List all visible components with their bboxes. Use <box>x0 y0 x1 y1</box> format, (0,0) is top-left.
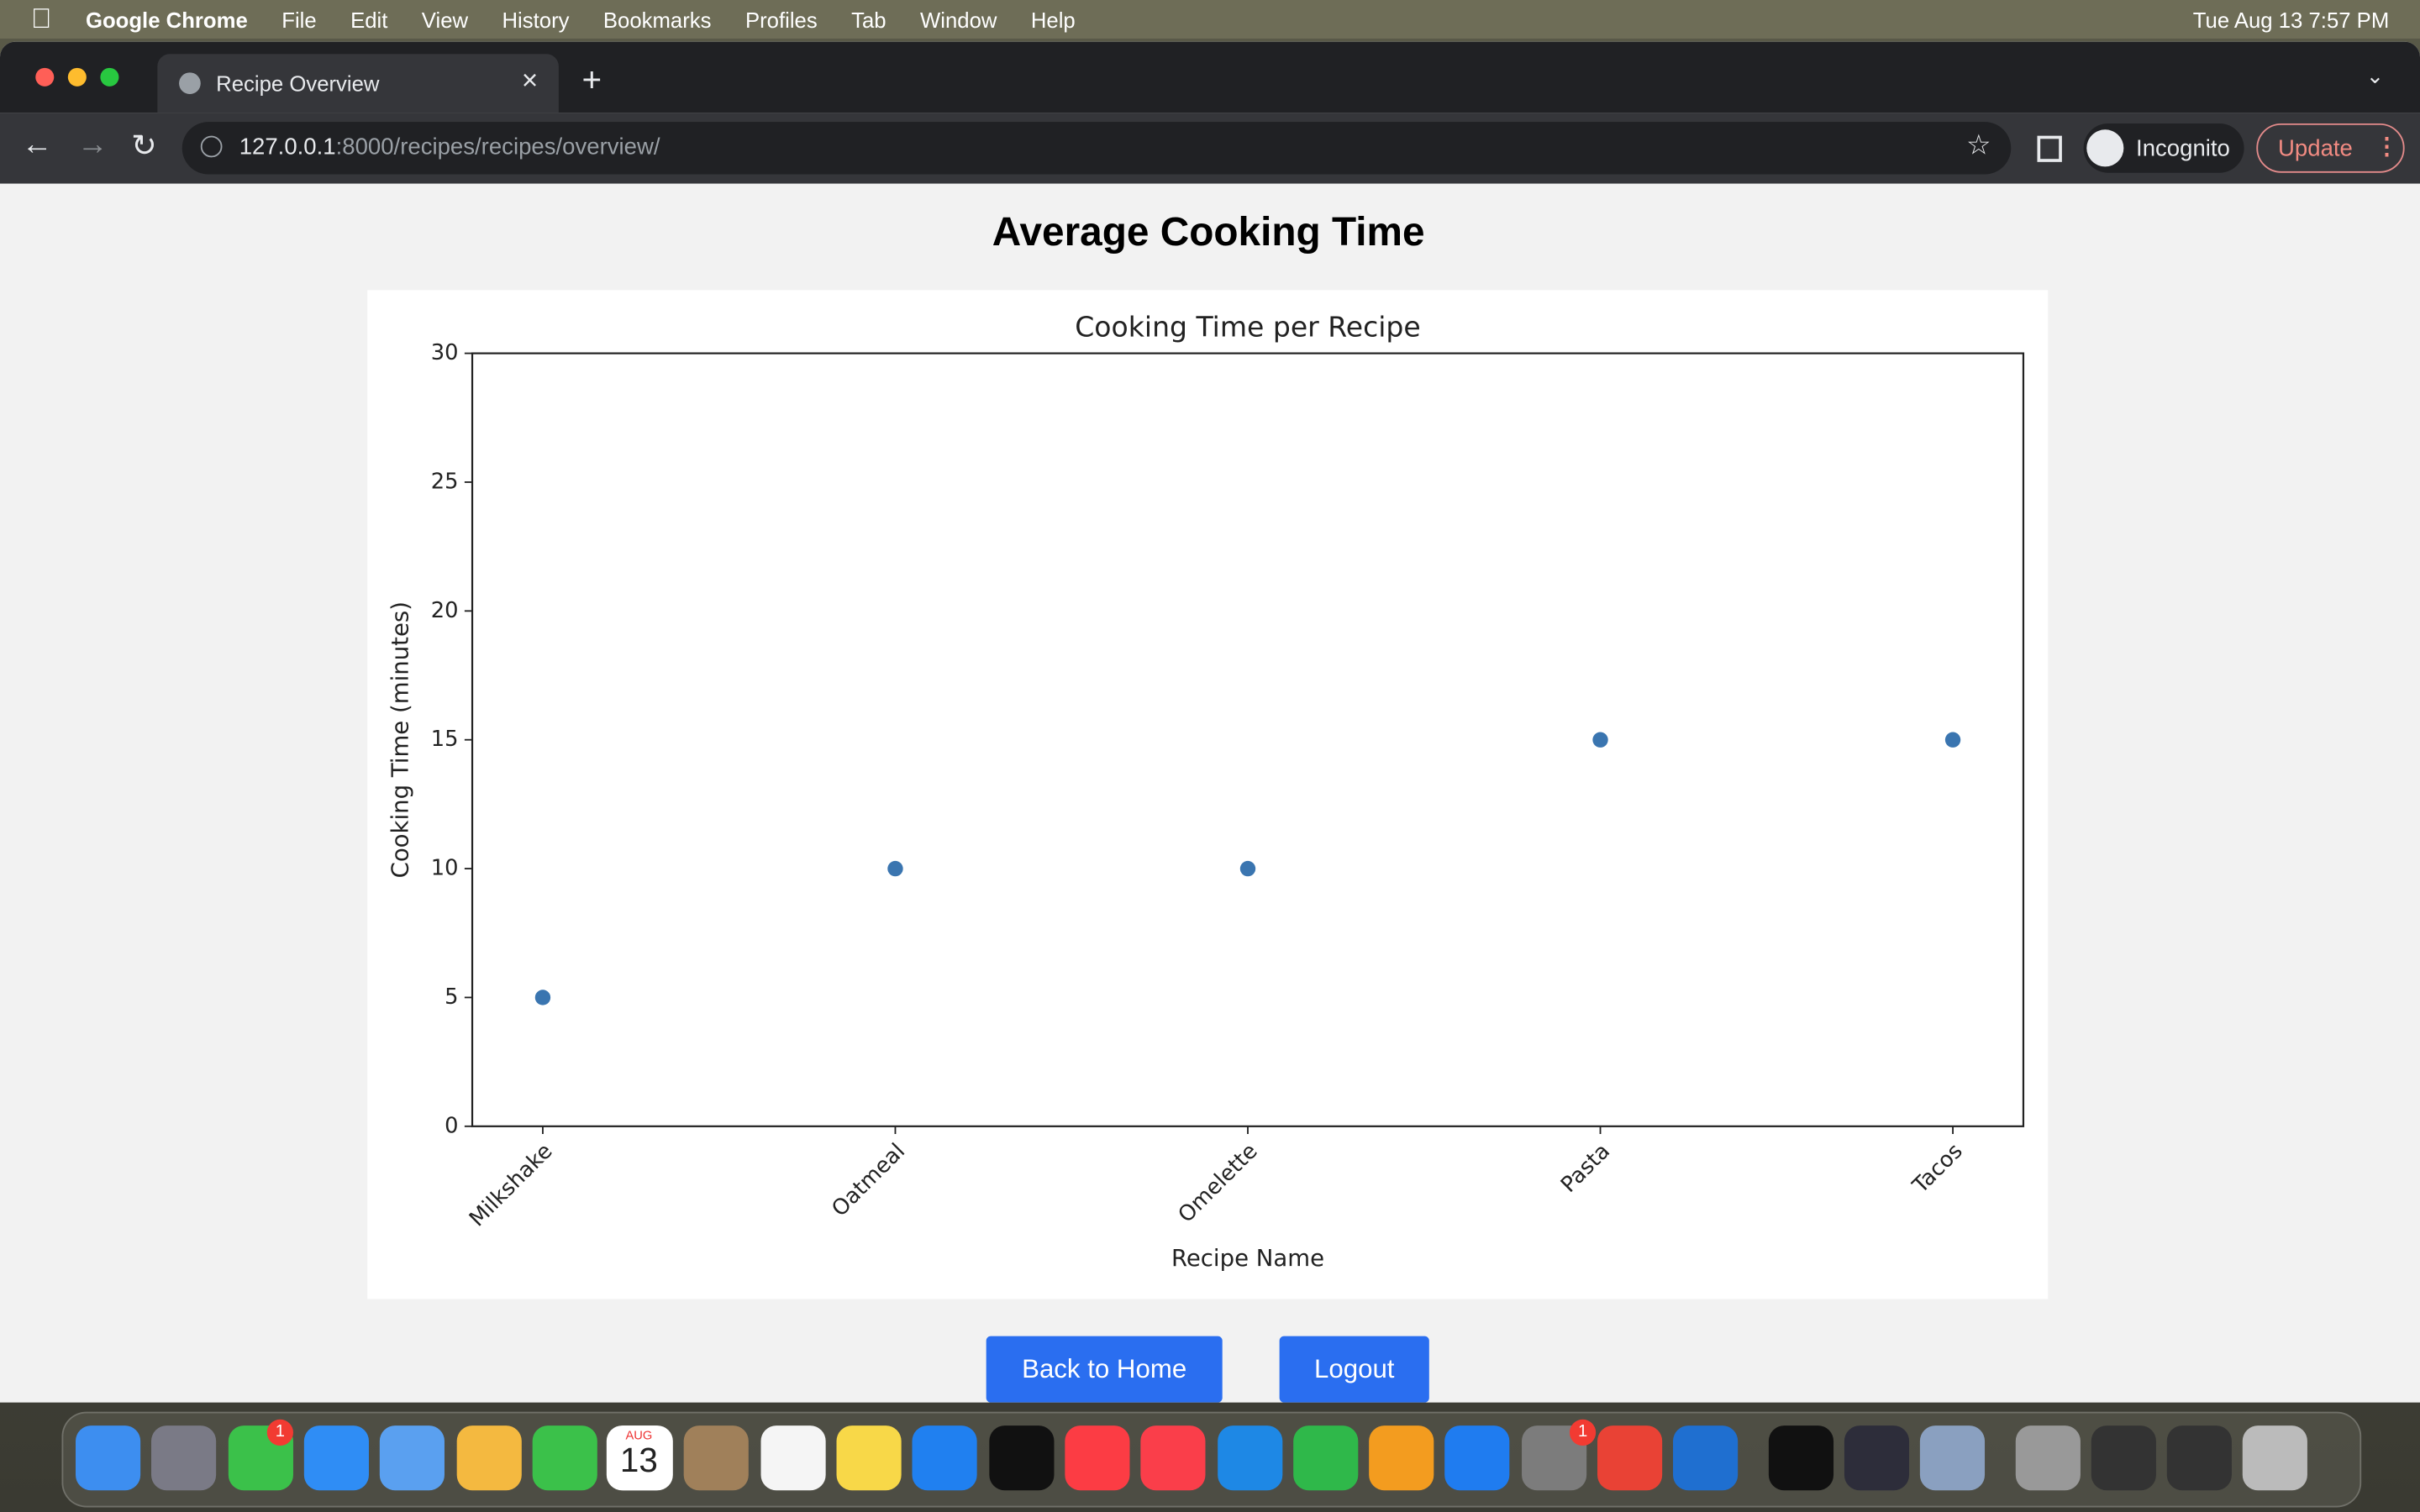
dock-icon[interactable] <box>380 1425 445 1491</box>
dock-icon[interactable] <box>1920 1425 1986 1491</box>
menu-item[interactable]: View <box>401 7 468 32</box>
incognito-chip[interactable]: Incognito <box>2083 123 2244 173</box>
dock-icon[interactable] <box>2243 1425 2308 1491</box>
tab-close[interactable]: × <box>521 65 539 96</box>
dock-icon[interactable] <box>988 1425 1054 1491</box>
dock-icon[interactable] <box>760 1425 826 1491</box>
back-home-button[interactable]: Back to Home <box>986 1336 1223 1403</box>
menu-item[interactable]: Help <box>1010 7 1076 32</box>
new-tab[interactable]: + <box>581 60 602 99</box>
apple-logo[interactable]:  <box>31 3 52 36</box>
minimize-window[interactable] <box>67 67 87 87</box>
point <box>1944 732 1961 748</box>
dock-icon[interactable] <box>1844 1425 1909 1491</box>
toolbar: ← → ↻ 127.0.0.1:8000/recipes/recipes/ove… <box>0 113 2420 184</box>
y-tick-label: 25 <box>431 469 459 494</box>
tab-title: Recipe Overview <box>216 71 380 96</box>
reload-button[interactable]: ↻ <box>131 129 157 164</box>
page-heading: Average Cooking Time <box>992 207 1425 255</box>
chart-title: Cooking Time per Recipe <box>1075 311 1421 344</box>
url-path: :8000/recipes/recipes/overview/ <box>335 134 660 161</box>
tab-bar: Recipe Overview × + ⌄ <box>0 41 2420 113</box>
dock-icon[interactable] <box>76 1425 141 1491</box>
maximize-window[interactable] <box>100 67 119 87</box>
menu-item[interactable]: File <box>260 7 316 32</box>
address-bar[interactable]: 127.0.0.1:8000/recipes/recipes/overview/… <box>182 122 2012 175</box>
incognito-icon <box>2086 129 2124 167</box>
dock-icon[interactable] <box>1292 1425 1358 1491</box>
close-window[interactable] <box>35 67 55 87</box>
browser-window: Recipe Overview × + ⌄ ← → ↻ 127.0.0.1:80… <box>0 41 2420 1403</box>
app-name[interactable]: Google Chrome <box>65 7 248 32</box>
dock-icon[interactable] <box>2166 1425 2233 1491</box>
y-tick-label: 5 <box>445 984 458 1010</box>
site-info[interactable] <box>200 135 223 158</box>
y-tick-label: 10 <box>431 856 459 881</box>
forward-button[interactable]: → <box>76 128 108 162</box>
dock-icon[interactable] <box>1768 1425 1833 1491</box>
back-button[interactable]: ← <box>21 128 53 162</box>
y-tick-label: 0 <box>445 1113 458 1138</box>
menu-item[interactable]: Profiles <box>724 7 818 32</box>
y-axis-label: Cooking Time (minutes) <box>387 601 414 878</box>
dock-icon[interactable] <box>455 1425 521 1491</box>
dock-icon[interactable] <box>1065 1425 1130 1491</box>
logout-button[interactable]: Logout <box>1279 1336 1429 1403</box>
dock-icon[interactable] <box>1140 1425 1206 1491</box>
point <box>887 860 903 877</box>
tab-icon <box>179 72 201 95</box>
dock-icon[interactable] <box>836 1425 902 1491</box>
calendar-day: 13 <box>619 1441 658 1480</box>
menu-item[interactable]: Edit <box>329 7 387 32</box>
menu-dots: ⋮ <box>2375 134 2399 161</box>
calendar-month: AUG <box>625 1428 653 1443</box>
dock-icon[interactable] <box>532 1425 597 1491</box>
dock-icon[interactable] <box>1369 1425 1434 1491</box>
y-tick-label: 15 <box>431 727 459 752</box>
dock-icon[interactable] <box>1597 1425 1663 1491</box>
dock-icon[interactable] <box>2091 1425 2156 1491</box>
chart: Cooking Time per Recipe 0 5 10 15 20 25 30 Cooki… <box>367 290 2049 1299</box>
dock: AUG 13 1 1 <box>61 1411 2362 1508</box>
menu-item[interactable]: Window <box>899 7 997 32</box>
update-label: Update <box>2278 135 2353 162</box>
dock-icon[interactable] <box>1217 1425 1282 1491</box>
update-button[interactable]: Update ⋮ <box>2256 123 2405 173</box>
profile: Incognito <box>2136 135 2230 162</box>
url: 127.0.0.1:8000/recipes/recipes/overview/ <box>239 134 660 160</box>
menu-bar:  Google Chrome File Edit View History Bookm… <box>0 0 2420 39</box>
dock-icon[interactable] <box>1673 1425 1739 1491</box>
badge: 1 <box>266 1419 293 1446</box>
point <box>1592 732 1608 748</box>
y-tick-label: 30 <box>431 340 459 365</box>
calendar-icon[interactable]: AUG 13 <box>606 1425 671 1491</box>
point <box>534 990 551 1005</box>
dock-icon[interactable] <box>684 1425 750 1491</box>
menu-item[interactable]: Tab <box>830 7 886 32</box>
menu-item[interactable]: History <box>481 7 569 32</box>
y-tick-label: 20 <box>431 598 459 623</box>
bookmark-star[interactable]: ☆ <box>1966 129 1991 161</box>
side-panel[interactable] <box>2037 135 2062 162</box>
dock-icon[interactable] <box>2014 1425 2081 1491</box>
tab-search[interactable]: ⌄ <box>2365 63 2385 88</box>
menu-item[interactable]: Bookmarks <box>582 7 712 32</box>
chart-background <box>367 290 2049 1299</box>
point <box>1239 860 1256 877</box>
x-axis-label: Recipe Name <box>1171 1245 1324 1272</box>
url-host: 127.0.0.1 <box>239 134 336 161</box>
tab[interactable]: Recipe Overview × <box>157 54 559 113</box>
badge: 1 <box>1569 1419 1597 1446</box>
dock-icon[interactable] <box>303 1425 369 1491</box>
dock-icon[interactable] <box>1444 1425 1511 1491</box>
clock: Tue Aug 13 7:57 PM <box>2192 7 2390 32</box>
menu-items: File Edit View History Bookmarks Profiles Tab W… <box>281 7 1109 31</box>
dock-icon[interactable] <box>913 1425 978 1491</box>
dock-icon[interactable] <box>151 1425 217 1491</box>
